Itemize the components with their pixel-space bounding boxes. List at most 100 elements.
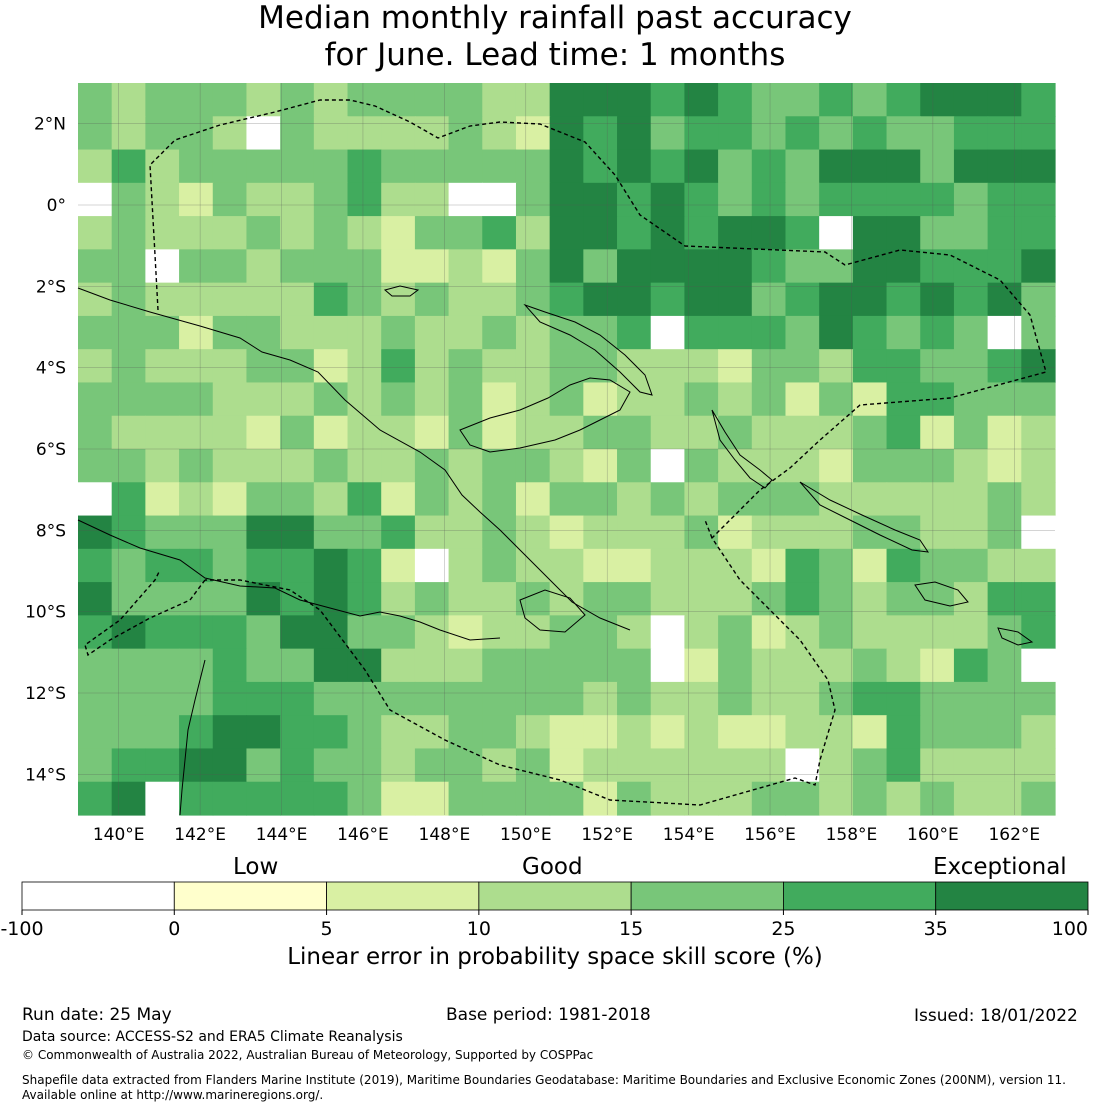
grid-cell [381,748,416,783]
grid-cell [347,315,382,350]
solomon-eez-link [704,519,713,539]
grid-cell [347,582,382,616]
grid-cell [718,415,753,450]
grid-cell [819,548,854,583]
grid-cell [280,681,315,716]
grid-cell [313,548,349,583]
grid-cell [246,615,281,650]
grid-cell [684,648,719,683]
grid-cell [381,449,416,483]
grid-cell [515,482,551,517]
grid-cell [751,582,787,616]
grid-cell [448,249,483,284]
grid-cell [280,615,315,650]
grid-cell [111,582,146,616]
grid-cell [515,116,551,151]
grid-cell [549,582,584,616]
grid-cell [549,216,584,250]
grid-cell [414,415,450,450]
grid-cell [78,315,113,350]
grid-cell [987,83,1022,117]
grid-cell [448,349,483,384]
grid-cell [347,515,382,550]
eez-boundaries [84,99,1047,806]
grid-cell [145,249,180,284]
grid-cell [819,515,854,550]
latitude-label: 14°S [25,765,66,785]
grid-cell [987,449,1022,483]
grid-cell [448,781,483,816]
grid-cell [111,216,146,250]
grid-cell [280,315,315,350]
grid-cell [583,715,618,750]
grid-cell [482,615,517,650]
grid-cell [381,315,416,350]
longitude-label: 162°E [988,825,1040,845]
grid-cell [1021,781,1056,816]
grid-cell [280,382,315,417]
grid-cell [381,249,416,284]
grid-cell [78,382,113,417]
map-gridlines [78,83,1055,815]
grid-cell [414,715,450,750]
grid-cell [414,449,450,483]
grid-cell [953,315,989,350]
grid-cell [684,515,719,550]
grid-cell [785,315,820,350]
grid-cell [617,415,652,450]
shapefile-credit-line-1: Shapefile data extracted from Flanders M… [22,1073,1066,1087]
grid-cell [246,449,281,483]
grid-cell [515,681,551,716]
colorbar-bin [21,881,175,911]
grid-cell [852,116,888,151]
grid-cell [448,681,483,716]
grid-cell [78,149,113,184]
longitude-label: 156°E [744,825,796,845]
grid-cell [684,315,719,350]
grid-cell [313,482,349,517]
grid-cell [650,648,686,683]
grid-cell [515,83,551,117]
grid-cell [617,83,652,117]
grid-cell [650,415,686,450]
grid-cell [414,615,450,650]
grid-cell [785,515,820,550]
grid-cell [751,149,787,184]
manus-coastline [383,285,420,297]
grid-cell [953,582,989,616]
grid-cell [381,582,416,616]
grid-cell [179,182,214,217]
grid-cell [617,515,652,550]
longitude-label: 160°E [907,825,959,845]
grid-cell [313,648,349,683]
grid-cell [886,582,921,616]
grid-cell [684,282,719,317]
grid-cell [78,482,113,517]
grid-cell [515,182,551,217]
grid-cell [448,415,483,450]
grid-cell [987,548,1022,583]
grid-cell [819,449,854,483]
grid-cell [212,548,248,583]
grid-cell [246,715,281,750]
grid-cell [617,715,652,750]
grid-cell [751,382,787,417]
grid-cell [852,382,888,417]
grid-cell [987,582,1022,616]
grid-cell [650,349,686,384]
grid-cell [650,116,686,151]
grid-cell [347,482,382,517]
grid-cell [381,116,416,151]
grid-cell [515,648,551,683]
grid-cell [650,382,686,417]
grid-cell [785,349,820,384]
grid-cell [414,315,450,350]
grid-cell [448,382,483,417]
grid-cell [852,515,888,550]
grid-cell [347,216,382,250]
grid-cell [617,449,652,483]
grid-cell [414,781,450,816]
grid-cell [347,116,382,151]
grid-cell [819,149,854,184]
